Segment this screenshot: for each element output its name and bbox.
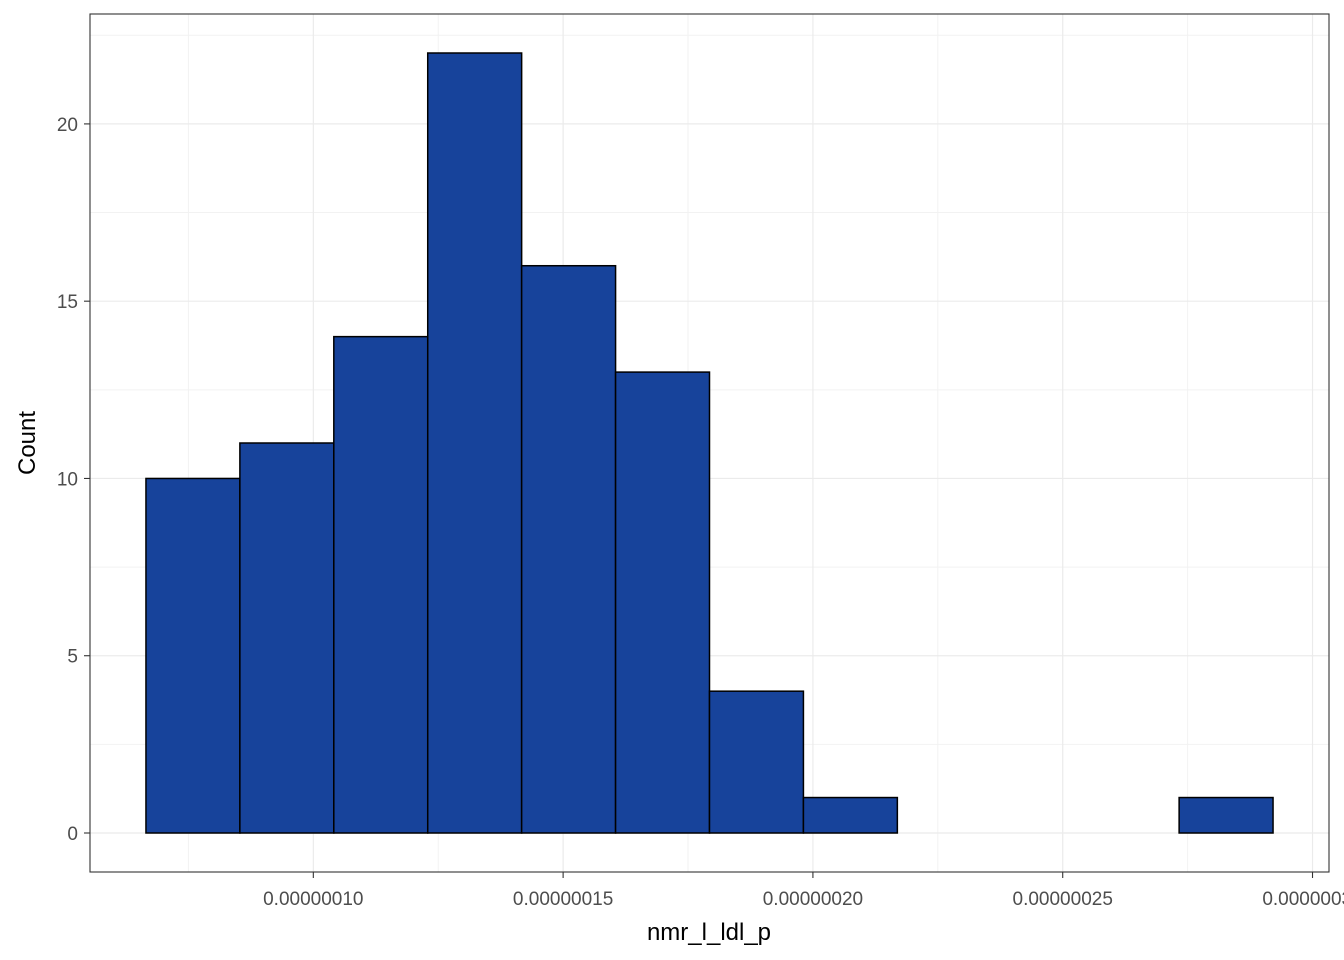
histogram-bar <box>426 52 523 834</box>
x-tick-label: 0.00000030 <box>1262 889 1344 910</box>
panel-border <box>89 13 1330 873</box>
histogram-bar <box>1178 796 1274 834</box>
histogram-bar <box>520 264 617 834</box>
histogram-bar <box>614 371 711 834</box>
y-axis-title: Count <box>14 411 41 475</box>
y-tick-label: 10 <box>57 469 78 490</box>
histogram-bar <box>333 335 429 834</box>
histogram-bar <box>802 796 899 834</box>
histogram-bars <box>145 52 1274 834</box>
histogram-bar <box>239 442 335 834</box>
y-tick-label: 0 <box>67 824 78 845</box>
x-axis: 0.00000010 0.00000015 0.00000020 0.00000025… <box>263 872 1344 910</box>
histogram-bar <box>708 690 805 834</box>
y-tick-label: 20 <box>57 115 78 136</box>
x-axis-title: nmr_l_ldl_p <box>647 919 771 946</box>
x-tick-label: 0.00000010 <box>263 889 363 910</box>
x-tick-label: 0.00000020 <box>763 889 863 910</box>
x-tick-label: 0.00000015 <box>513 889 613 910</box>
histogram-bar <box>145 477 241 834</box>
x-tick-label: 0.00000025 <box>1013 889 1113 910</box>
y-tick-label: 5 <box>67 647 78 668</box>
y-axis: 0 5 10 15 20 <box>57 115 90 845</box>
y-tick-label: 15 <box>57 292 78 313</box>
